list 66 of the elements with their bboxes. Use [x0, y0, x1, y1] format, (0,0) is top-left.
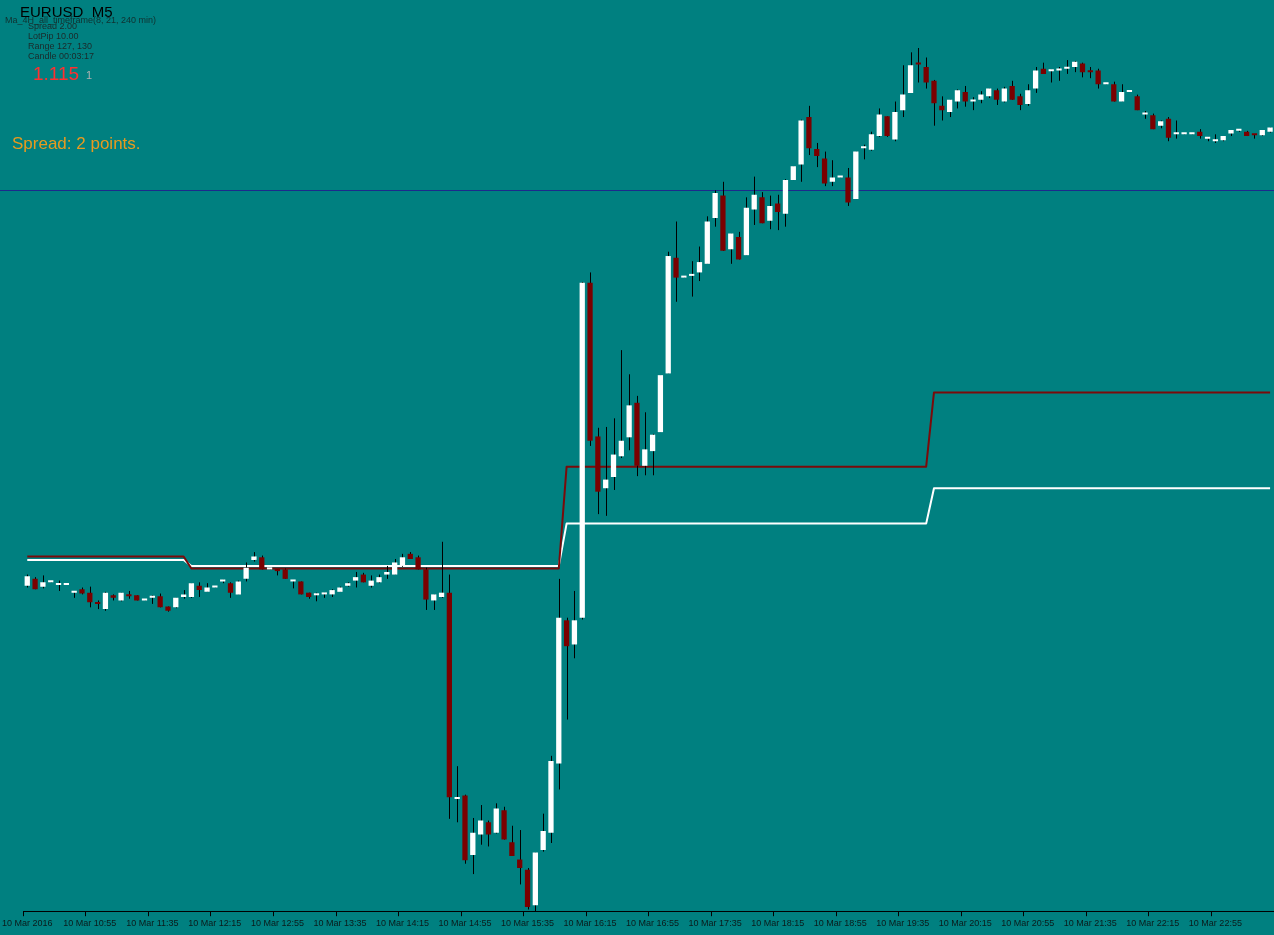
annotation: 1: [86, 69, 93, 81]
candlestick: [1032, 66, 1039, 94]
x-tick-label: 10 Mar 22:15: [1126, 918, 1180, 929]
x-tick-label: 10 Mar 20:15: [938, 918, 992, 929]
candlestick: [509, 825, 515, 857]
candlestick: [962, 85, 968, 108]
candlestick: [931, 79, 937, 127]
x-tick-label: 10 Mar 16:15: [563, 918, 617, 929]
candlestick: [540, 813, 546, 853]
candlestick: [1009, 80, 1015, 101]
candlestick: [470, 817, 476, 875]
annotation: Spread: 2 points.: [12, 134, 141, 153]
candlestick: [775, 194, 781, 231]
x-tick-label: 10 Mar 15:35: [501, 918, 555, 929]
x-tick-label: 10 Mar 18:55: [813, 918, 867, 929]
candlestick: [87, 586, 93, 608]
x-tick-label: 10 Mar 13:35: [313, 918, 367, 929]
candlestick: [1165, 116, 1172, 142]
x-tick-label: 10 Mar 14:55: [438, 918, 492, 929]
candlestick: [517, 829, 523, 885]
x-tick-label: 10 Mar 11:35: [126, 918, 179, 929]
candlestick: [900, 64, 906, 118]
annotation: 1.115: [33, 63, 80, 84]
candlestick: [915, 47, 921, 84]
x-tick-label: 10 Mar 22:55: [1188, 918, 1242, 929]
x-tick-label: 10 Mar 19:35: [876, 918, 930, 929]
candlestick: [1095, 68, 1101, 90]
x-tick-label: 10 Mar 18:15: [751, 918, 805, 929]
candlestick: [1251, 133, 1258, 140]
x-tick-label: 10 Mar 21:35: [1063, 918, 1117, 929]
candlestick: [696, 246, 703, 282]
candlestick: [485, 820, 492, 847]
candlestick: [829, 159, 836, 187]
candlestick: [610, 417, 617, 491]
candlestick: [735, 231, 742, 260]
candlestick: [751, 176, 757, 226]
candlestick: [767, 195, 773, 230]
candlestick: [876, 107, 882, 138]
annotation: Range 127, 130: [28, 41, 93, 51]
x-tick-label: 10 Mar 14:15: [375, 918, 429, 929]
x-tick-label: 10 Mar 20:55: [1001, 918, 1055, 929]
text: LotPip 10.00: [28, 31, 79, 41]
candlestick: [1111, 81, 1117, 103]
candlestick: [1173, 120, 1179, 140]
candlestick: [454, 765, 460, 823]
annotation: Candle 00:03:17: [28, 51, 95, 61]
candlestick: [1048, 69, 1054, 84]
x-tick-label: 10 Mar 2016: [1, 918, 53, 929]
candlestick: [642, 411, 648, 476]
candlestick: [618, 349, 624, 459]
x-tick-label: 10 Mar 12:15: [188, 918, 242, 929]
candlestick: [814, 142, 820, 168]
x-tick-label: 10 Mar 16:55: [626, 918, 680, 929]
candlestick: [102, 591, 109, 612]
x-tick-label: 10 Mar 10:55: [63, 918, 117, 929]
x-tick-label: 10 Mar 12:55: [250, 918, 304, 929]
candlestick: [923, 57, 929, 90]
candlestick: [884, 115, 890, 138]
candlestick: [1025, 83, 1031, 107]
candlestick: [673, 221, 679, 303]
x-tick-label: 10 Mar 17:35: [688, 918, 742, 929]
candlestick: [868, 131, 875, 152]
candlestick: [728, 233, 734, 265]
candlestick: [689, 260, 695, 298]
candlestick: [649, 433, 656, 476]
candlestick: [954, 88, 961, 109]
